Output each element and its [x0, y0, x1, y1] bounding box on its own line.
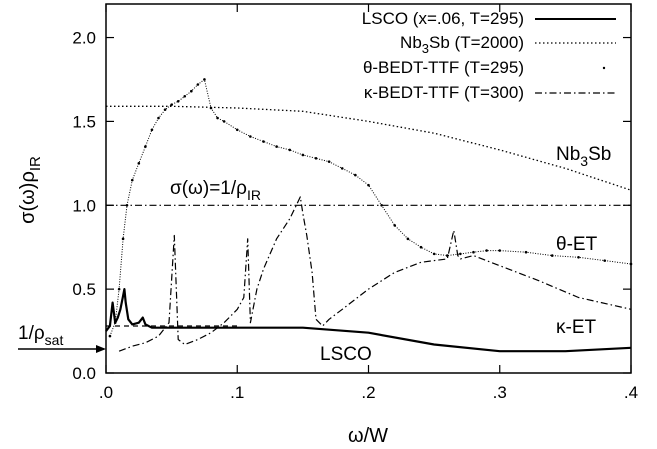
data-point: [577, 255, 580, 259]
legend-item-nb3sb: Nb3Sb (T=2000): [400, 33, 524, 56]
y-tick-label: 1.0: [72, 196, 96, 215]
data-point: [113, 321, 117, 324]
legend-item-kappa: κ-BEDT-TTF (T=300): [364, 83, 524, 102]
x-tick-label: .2: [361, 383, 375, 402]
data-point: [354, 173, 357, 177]
x-tick-label: .3: [493, 383, 507, 402]
data-point: [485, 249, 488, 252]
series-theta-line: [109, 78, 632, 337]
annotation-nb3sb: Nb3Sb: [556, 144, 611, 169]
x-tick-label: .1: [230, 383, 244, 402]
y-tick-label: 0.0: [72, 364, 96, 383]
legend-swatch-theta: [602, 66, 606, 70]
annotation-theta-et: θ-ET: [556, 234, 598, 255]
data-point: [121, 237, 125, 241]
plot-frame: [105, 3, 632, 374]
y-axis-label: σ(ω)ρIR: [17, 156, 44, 224]
arrow-rho-sat: [18, 345, 106, 353]
series-theta-points: [108, 78, 633, 338]
annotation-kappa-et: κ-ET: [556, 317, 597, 338]
legend-item-lsco: LSCO (x=.06, T=295): [362, 9, 524, 28]
annotation-rho-sat: 1/ρsat: [18, 323, 63, 348]
y-tick-label: 1.5: [72, 112, 96, 131]
x-tick-label: .0: [99, 383, 113, 402]
data-point: [498, 249, 502, 252]
x-tick-label: .4: [624, 383, 638, 402]
x-axis-label: ω/W: [348, 425, 388, 447]
annotation-sigma-equals: σ(ω)=1/ρIR: [170, 178, 261, 203]
y-tick-label: 2.0: [72, 29, 96, 48]
data-point: [459, 252, 462, 256]
legend-item-theta: θ-BEDT-TTF (T=295): [363, 58, 524, 77]
series-line-3: [118, 196, 632, 352]
ticks-group: .0 .1 .2 .3 .4 0.0 0.5 1.0 1.5 2.0: [72, 4, 638, 402]
series-group: [105, 78, 633, 353]
data-point: [445, 254, 449, 257]
series-line-0: [105, 288, 632, 353]
data-point: [550, 254, 554, 257]
y-tick-label: 0.5: [72, 280, 96, 299]
legend: LSCO (x=.06, T=295) Nb3Sb (T=2000) θ-BED…: [362, 9, 616, 102]
annotation-lsco: LSCO: [320, 344, 372, 365]
data-point: [203, 78, 206, 81]
